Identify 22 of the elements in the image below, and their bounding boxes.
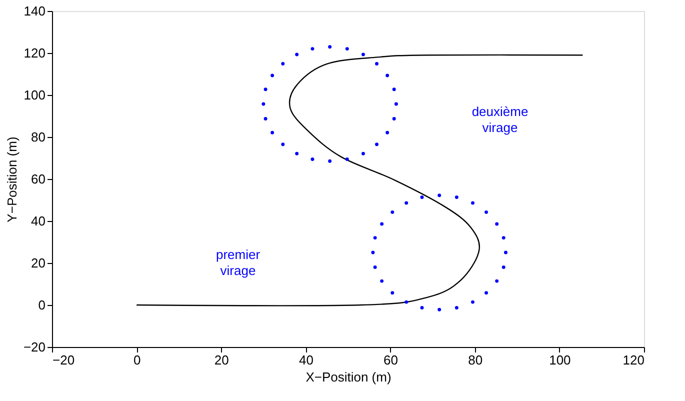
x-tick-label: 0 [133,352,141,368]
x-axis-title: X−Position (m) [306,370,392,384]
x-tick-label: 20 [214,352,229,368]
y-tick-label: 120 [24,46,46,60]
y-tick-label: 140 [24,4,46,18]
y-tick-label: 0 [38,298,46,312]
line-series [136,54,584,306]
x-tick-label: 40 [298,352,314,368]
annotation: premier virage [216,247,261,278]
x-tick-label: 60 [384,352,398,368]
x-tick-label: 80 [468,352,483,368]
annotation: deuxième virage [472,104,528,135]
y-tick-label: 20 [31,256,46,270]
y-tick-label: 40 [31,214,46,228]
x-tick-label: 100 [549,352,571,368]
y-axis-title: Y−Position (m) [4,136,20,222]
y-tick-label: 60 [31,172,46,186]
x-tick-label: −20 [52,352,75,368]
y-tick-label: 80 [31,130,46,144]
x-tick-label: 120 [622,352,644,368]
y-tick-label: 100 [24,88,46,102]
y-tick-label: −20 [23,340,46,354]
